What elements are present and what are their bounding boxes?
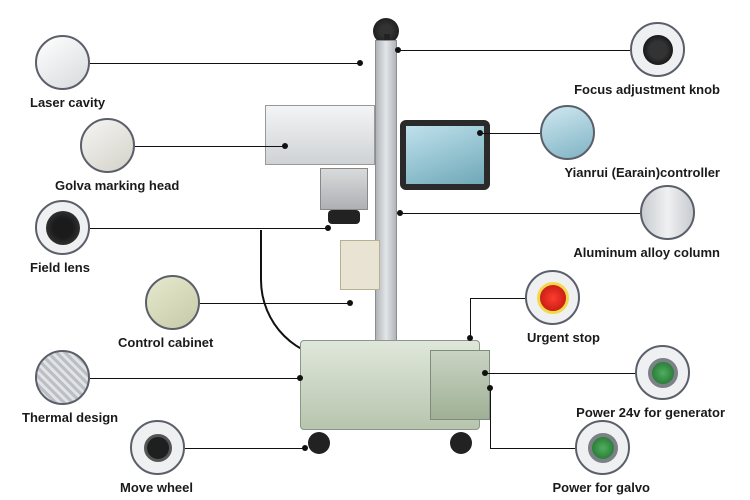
leader-dot (302, 445, 308, 451)
thumb-laser-cavity (35, 35, 90, 90)
label-power-24v: Power 24v for generator (576, 405, 725, 420)
thumb-move-wheel (130, 420, 185, 475)
machine-head (265, 105, 375, 165)
thumb-thermal-design (35, 350, 90, 405)
leader-dot (325, 225, 331, 231)
leader-line (485, 373, 635, 374)
power-button-icon (588, 433, 618, 463)
leader-line (135, 146, 285, 147)
lens-icon (46, 211, 80, 245)
label-urgent-stop: Urgent stop (527, 330, 600, 345)
thumb-field-lens (35, 200, 90, 255)
leader-line (90, 378, 300, 379)
callout-power-galvo (575, 420, 630, 475)
callout-alloy-column (640, 185, 695, 240)
diagram-canvas: Laser cavity Golva marking head Field le… (0, 0, 750, 500)
machine-wheel (450, 432, 472, 454)
callout-power-24v (635, 345, 690, 400)
label-focus-knob: Focus adjustment knob (574, 82, 720, 97)
thumb-alloy-column (640, 185, 695, 240)
label-thermal-design: Thermal design (22, 410, 118, 425)
machine-wheel (308, 432, 330, 454)
leader-line (90, 228, 328, 229)
leader-dot (395, 47, 401, 53)
leader-line (490, 388, 491, 448)
machine-base-front (430, 350, 490, 420)
label-power-galvo: Power for galvo (552, 480, 650, 495)
knob-icon (643, 35, 673, 65)
leader-dot (482, 370, 488, 376)
callout-thermal-design (35, 350, 90, 405)
wheel-icon (144, 434, 172, 462)
label-control-cabinet: Control cabinet (118, 335, 213, 350)
thumb-control-cabinet (145, 275, 200, 330)
leader-line (470, 298, 471, 338)
leader-line (185, 448, 305, 449)
leader-dot (477, 130, 483, 136)
leader-dot (397, 210, 403, 216)
callout-controller (540, 105, 595, 160)
leader-line (490, 448, 575, 449)
thumb-power-24v (635, 345, 690, 400)
callout-golva-head (80, 118, 135, 173)
label-controller: Yianrui (Earain)controller (564, 165, 720, 180)
power-button-icon (648, 358, 678, 388)
thumb-urgent-stop (525, 270, 580, 325)
leader-dot (487, 385, 493, 391)
label-golva-head: Golva marking head (55, 178, 179, 193)
thumb-focus-knob (630, 22, 685, 77)
label-field-lens: Field lens (30, 260, 90, 275)
callout-control-cabinet (145, 275, 200, 330)
thumb-controller (540, 105, 595, 160)
machine-illustration (280, 40, 480, 460)
callout-focus-knob (630, 22, 685, 77)
machine-lens (328, 210, 360, 224)
callout-urgent-stop (525, 270, 580, 325)
leader-line (398, 50, 630, 51)
leader-dot (357, 60, 363, 66)
leader-line (400, 213, 640, 214)
leader-dot (282, 143, 288, 149)
leader-line (480, 133, 540, 134)
leader-dot (347, 300, 353, 306)
label-laser-cavity: Laser cavity (30, 95, 105, 110)
machine-galvo (320, 168, 368, 210)
leader-line (200, 303, 350, 304)
label-alloy-column: Aluminum alloy column (573, 245, 720, 260)
leader-line (470, 298, 525, 299)
leader-dot (467, 335, 473, 341)
callout-laser-cavity (35, 35, 90, 90)
leader-line (90, 63, 360, 64)
thumb-power-galvo (575, 420, 630, 475)
thumb-golva-head (80, 118, 135, 173)
callout-field-lens (35, 200, 90, 255)
label-move-wheel: Move wheel (120, 480, 193, 495)
callout-move-wheel (130, 420, 185, 475)
leader-dot (297, 375, 303, 381)
stop-button-icon (537, 282, 569, 314)
